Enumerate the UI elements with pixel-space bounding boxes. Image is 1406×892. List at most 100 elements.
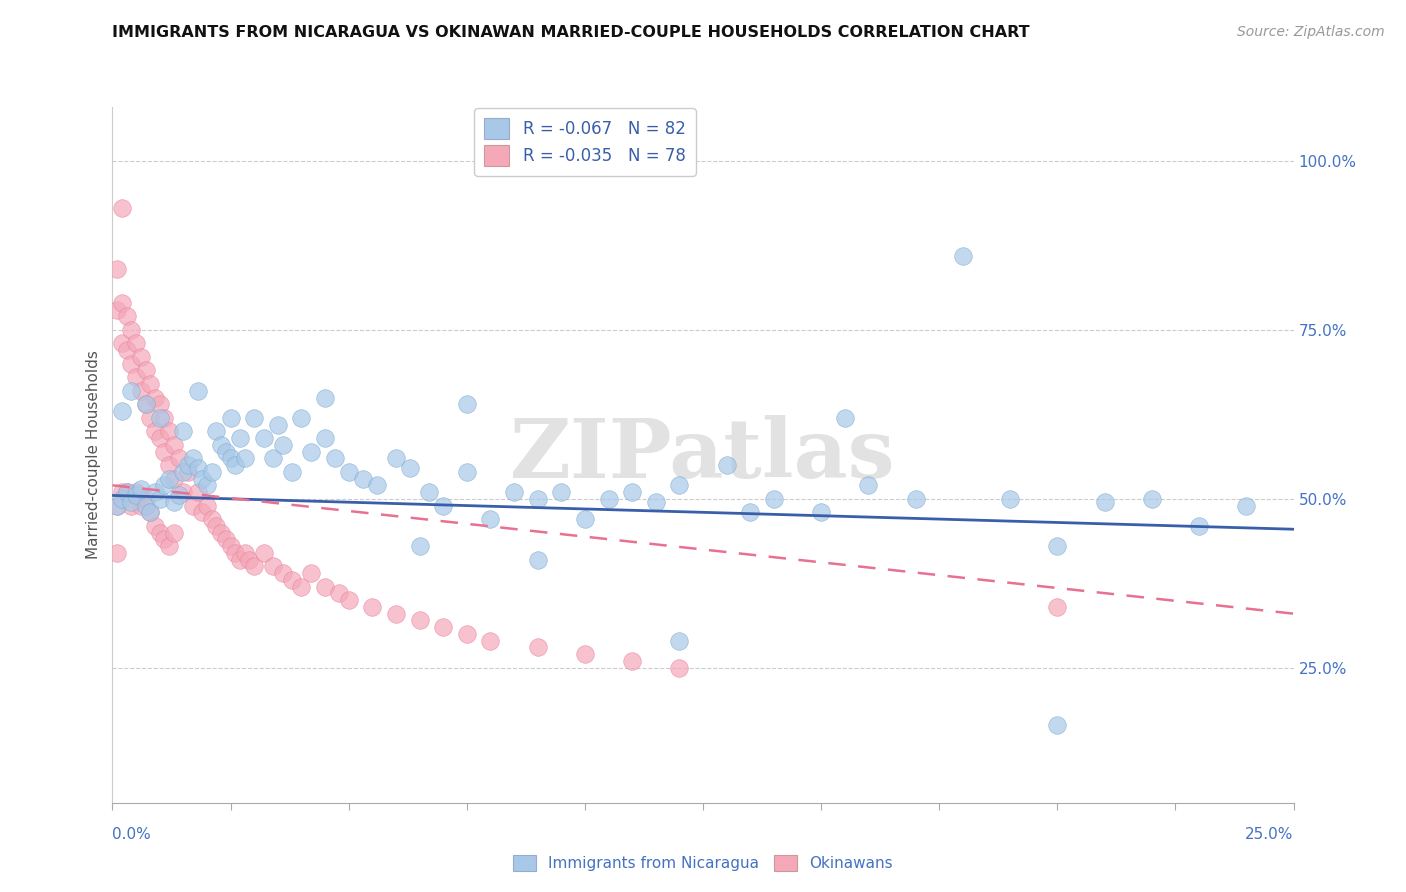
Point: [314, 391, 336, 405]
Point: [262, 559, 284, 574]
Point: [186, 384, 208, 398]
Point: [205, 519, 228, 533]
Point: [1094, 495, 1116, 509]
Point: [716, 458, 738, 472]
Point: [191, 505, 214, 519]
Point: [135, 491, 157, 506]
Point: [177, 458, 200, 472]
Point: [644, 495, 666, 509]
Point: [385, 451, 408, 466]
Point: [810, 505, 832, 519]
Point: [120, 323, 142, 337]
Point: [181, 451, 204, 466]
Point: [456, 397, 478, 411]
Point: [115, 485, 138, 500]
Point: [139, 505, 162, 519]
Point: [215, 533, 238, 547]
Point: [149, 410, 172, 425]
Point: [105, 499, 128, 513]
Point: [238, 552, 260, 566]
Point: [432, 620, 454, 634]
Point: [233, 546, 256, 560]
Point: [479, 512, 502, 526]
Point: [120, 495, 142, 509]
Point: [115, 485, 138, 500]
Point: [111, 296, 134, 310]
Point: [314, 431, 336, 445]
Point: [337, 465, 360, 479]
Point: [143, 391, 166, 405]
Legend: R = -0.067   N = 82, R = -0.035   N = 78: R = -0.067 N = 82, R = -0.035 N = 78: [474, 109, 696, 176]
Point: [621, 485, 644, 500]
Point: [143, 485, 166, 500]
Point: [399, 461, 422, 475]
Point: [163, 495, 186, 509]
Point: [418, 485, 440, 500]
Point: [157, 539, 180, 553]
Point: [1046, 599, 1069, 614]
Point: [281, 465, 304, 479]
Point: [111, 491, 134, 506]
Point: [408, 539, 430, 553]
Point: [219, 410, 242, 425]
Point: [858, 478, 880, 492]
Point: [195, 499, 218, 513]
Point: [149, 491, 172, 506]
Point: [209, 438, 232, 452]
Point: [352, 472, 374, 486]
Point: [408, 614, 430, 628]
Point: [598, 491, 620, 506]
Point: [201, 465, 224, 479]
Point: [139, 376, 162, 391]
Point: [224, 546, 246, 560]
Point: [253, 431, 276, 445]
Point: [129, 499, 152, 513]
Point: [177, 465, 200, 479]
Point: [186, 461, 208, 475]
Point: [149, 525, 172, 540]
Point: [143, 424, 166, 438]
Point: [290, 410, 312, 425]
Point: [998, 491, 1021, 506]
Point: [479, 633, 502, 648]
Point: [267, 417, 290, 432]
Point: [281, 573, 304, 587]
Point: [105, 302, 128, 317]
Point: [163, 438, 186, 452]
Point: [328, 586, 350, 600]
Point: [111, 404, 134, 418]
Point: [314, 580, 336, 594]
Point: [366, 478, 388, 492]
Point: [904, 491, 927, 506]
Point: [1188, 519, 1211, 533]
Point: [233, 451, 256, 466]
Point: [1140, 491, 1163, 506]
Point: [1046, 718, 1069, 732]
Point: [115, 310, 138, 324]
Point: [195, 478, 218, 492]
Point: [290, 580, 312, 594]
Point: [105, 499, 128, 513]
Point: [253, 546, 276, 560]
Point: [574, 512, 596, 526]
Point: [271, 438, 294, 452]
Point: [224, 458, 246, 472]
Point: [143, 519, 166, 533]
Text: 25.0%: 25.0%: [1246, 827, 1294, 841]
Point: [129, 384, 152, 398]
Point: [271, 566, 294, 581]
Point: [135, 397, 157, 411]
Point: [740, 505, 762, 519]
Point: [762, 491, 785, 506]
Point: [186, 485, 208, 500]
Point: [139, 410, 162, 425]
Point: [125, 488, 148, 502]
Point: [191, 472, 214, 486]
Point: [205, 424, 228, 438]
Point: [323, 451, 346, 466]
Point: [105, 262, 128, 277]
Point: [125, 485, 148, 500]
Point: [163, 472, 186, 486]
Point: [526, 552, 548, 566]
Point: [153, 410, 176, 425]
